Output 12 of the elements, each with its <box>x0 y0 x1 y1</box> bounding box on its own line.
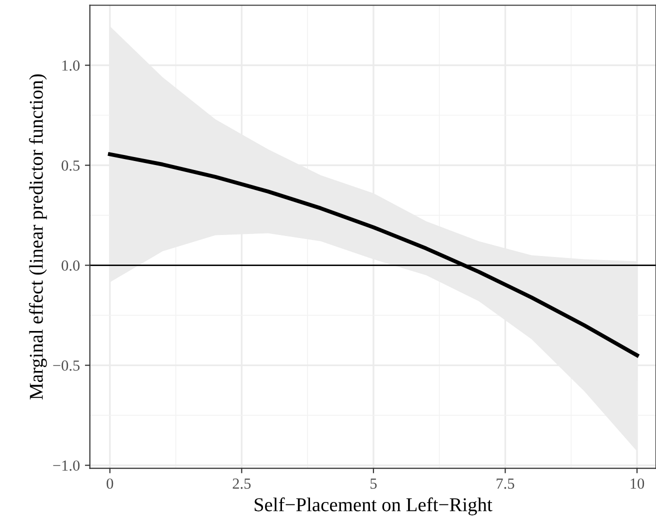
x-tick-label: 2.5 <box>232 478 251 489</box>
y-axis-title: Marginal effect (linear predictor function) <box>28 74 47 400</box>
x-tick-label: 7.5 <box>496 478 514 489</box>
y-tick-label: −1.0 <box>53 460 80 471</box>
x-tick-label: 10 <box>630 478 644 489</box>
y-tick-label: 0.0 <box>62 260 80 271</box>
y-tick-label: −0.5 <box>53 360 80 371</box>
x-axis-title: Self−Placement on Left−Right <box>254 497 492 516</box>
x-tick-label: 0 <box>106 478 114 489</box>
y-tick-label: 1.0 <box>62 60 80 71</box>
x-tick-label: 5 <box>370 478 377 489</box>
y-tick-label: 0.5 <box>62 160 80 171</box>
